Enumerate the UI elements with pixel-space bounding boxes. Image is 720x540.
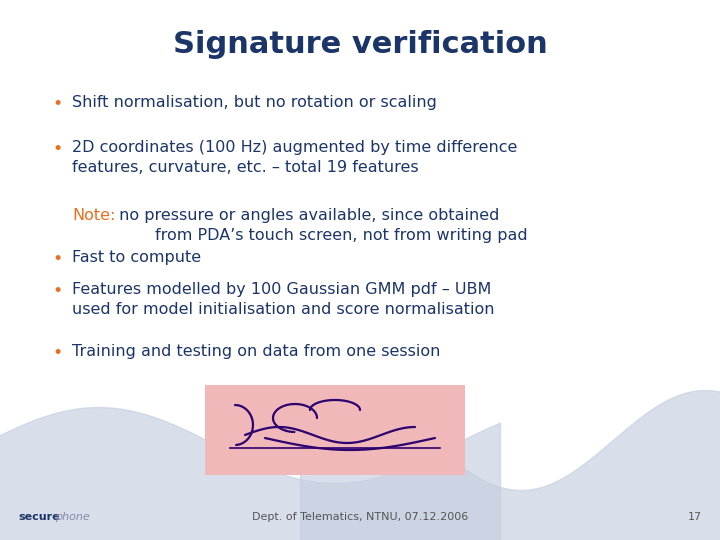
Text: Features modelled by 100 Gaussian GMM pdf – UBM
used for model initialisation an: Features modelled by 100 Gaussian GMM pd… bbox=[72, 282, 495, 318]
Text: 17: 17 bbox=[688, 512, 702, 522]
Text: Signature verification: Signature verification bbox=[173, 30, 547, 59]
FancyBboxPatch shape bbox=[205, 385, 465, 475]
Text: phone: phone bbox=[55, 512, 90, 522]
Text: no pressure or angles available, since obtained
        from PDA’s touch screen,: no pressure or angles available, since o… bbox=[114, 208, 528, 244]
Text: •: • bbox=[52, 344, 62, 362]
Text: Dept. of Telematics, NTNU, 07.12.2006: Dept. of Telematics, NTNU, 07.12.2006 bbox=[252, 512, 468, 522]
Text: •: • bbox=[52, 282, 62, 300]
Text: Shift normalisation, but no rotation or scaling: Shift normalisation, but no rotation or … bbox=[72, 95, 437, 110]
Text: •: • bbox=[52, 250, 62, 268]
Text: •: • bbox=[52, 140, 62, 158]
Text: •: • bbox=[52, 95, 62, 113]
Text: 2D coordinates (100 Hz) augmented by time difference
features, curvature, etc. –: 2D coordinates (100 Hz) augmented by tim… bbox=[72, 140, 518, 176]
Text: Note:: Note: bbox=[72, 208, 115, 223]
Text: secure: secure bbox=[18, 512, 60, 522]
Text: Training and testing on data from one session: Training and testing on data from one se… bbox=[72, 344, 441, 359]
Text: Fast to compute: Fast to compute bbox=[72, 250, 201, 265]
